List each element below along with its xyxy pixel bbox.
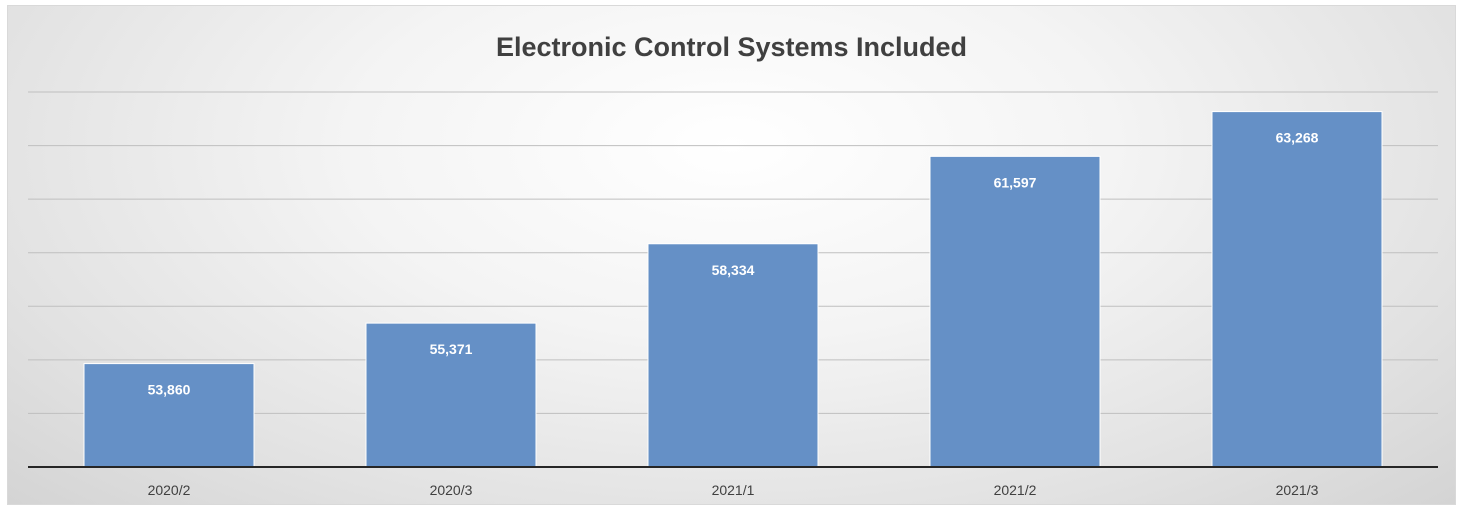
category-label: 2021/3: [1276, 482, 1319, 498]
category-label: 2020/2: [148, 482, 191, 498]
category-labels: 2020/2 2020/3 2021/1 2021/2 2021/3: [148, 482, 1319, 498]
bar-value-label: 53,860: [148, 382, 191, 398]
chart-title: Electronic Control Systems Included: [495, 32, 968, 62]
bar-value-label: 55,371: [430, 341, 473, 357]
category-label: 2020/3: [430, 482, 473, 498]
chart-frame: Electronic Control Systems Included 53,8…: [7, 5, 1456, 505]
bar-2021-2: [929, 155, 1101, 468]
bar-2020-3: [365, 322, 537, 468]
bar-2021-3: [1211, 111, 1383, 468]
bar-value-label: 63,268: [1276, 130, 1319, 146]
bar-value-label: 58,334: [712, 262, 755, 278]
bar-value-labels: 53,860 55,371 58,334 61,597 63,268: [148, 130, 1319, 398]
category-label: 2021/2: [994, 482, 1037, 498]
category-label: 2021/1: [712, 482, 755, 498]
bar-value-label: 61,597: [994, 174, 1037, 190]
bar-2020-2: [83, 363, 255, 468]
